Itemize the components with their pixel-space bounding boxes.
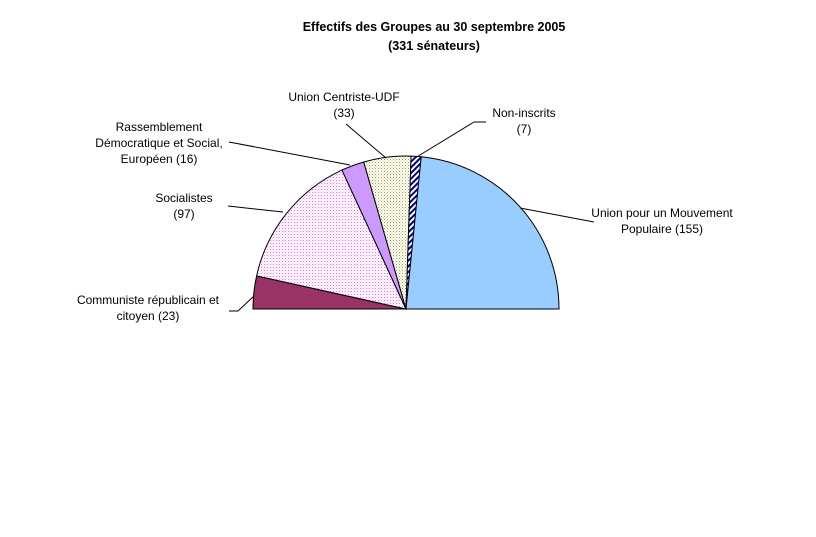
slice-label-line: (7) xyxy=(517,122,532,136)
slice-label-line: Non-inscrits xyxy=(492,106,555,120)
pie-slice xyxy=(256,169,407,310)
slice-label-line: (97) xyxy=(173,207,194,221)
slice-label-line: Rassemblement xyxy=(116,120,203,134)
pie-slices xyxy=(252,155,560,310)
pie-slice xyxy=(405,156,560,310)
leader-line xyxy=(345,123,387,159)
slice-label: Rassemblement Démocratique et Social, Euro… xyxy=(95,120,222,166)
leader-line xyxy=(229,295,255,312)
leader-line xyxy=(227,205,284,213)
slice-label-line: Socialistes xyxy=(155,191,212,205)
chart-subtitle: (331 sénateurs) xyxy=(388,39,480,53)
slice-label: Communiste républicain et citoyen (23) xyxy=(77,293,220,323)
slice-label-line: Communiste républicain et xyxy=(77,293,220,307)
slice-label: Non-inscrits (7) xyxy=(492,106,555,136)
chart-title: Effectifs des Groupes au 30 septembre 20… xyxy=(303,20,566,34)
leader-lines xyxy=(227,121,595,312)
slice-label: Union pour un Mouvement Populaire (155) xyxy=(591,206,733,236)
slice-label-line: Union pour un Mouvement xyxy=(591,206,733,220)
slice-label-line: Populaire (155) xyxy=(621,222,703,236)
slice-label-line: Union Centriste-UDF xyxy=(288,90,399,104)
leader-line xyxy=(414,121,486,159)
slice-label-line: Démocratique et Social, xyxy=(95,136,222,150)
leader-line xyxy=(228,141,351,166)
slice-label-line: (33) xyxy=(333,106,354,120)
slice-label: Union Centriste-UDF (33) xyxy=(288,90,399,120)
slice-label: Socialistes (97) xyxy=(155,191,212,221)
slice-label-line: Européen (16) xyxy=(121,152,198,166)
slice-label-line: citoyen (23) xyxy=(117,309,180,323)
leader-line xyxy=(519,207,595,223)
slice-labels: Union pour un Mouvement Populaire (155) Co… xyxy=(77,90,733,323)
